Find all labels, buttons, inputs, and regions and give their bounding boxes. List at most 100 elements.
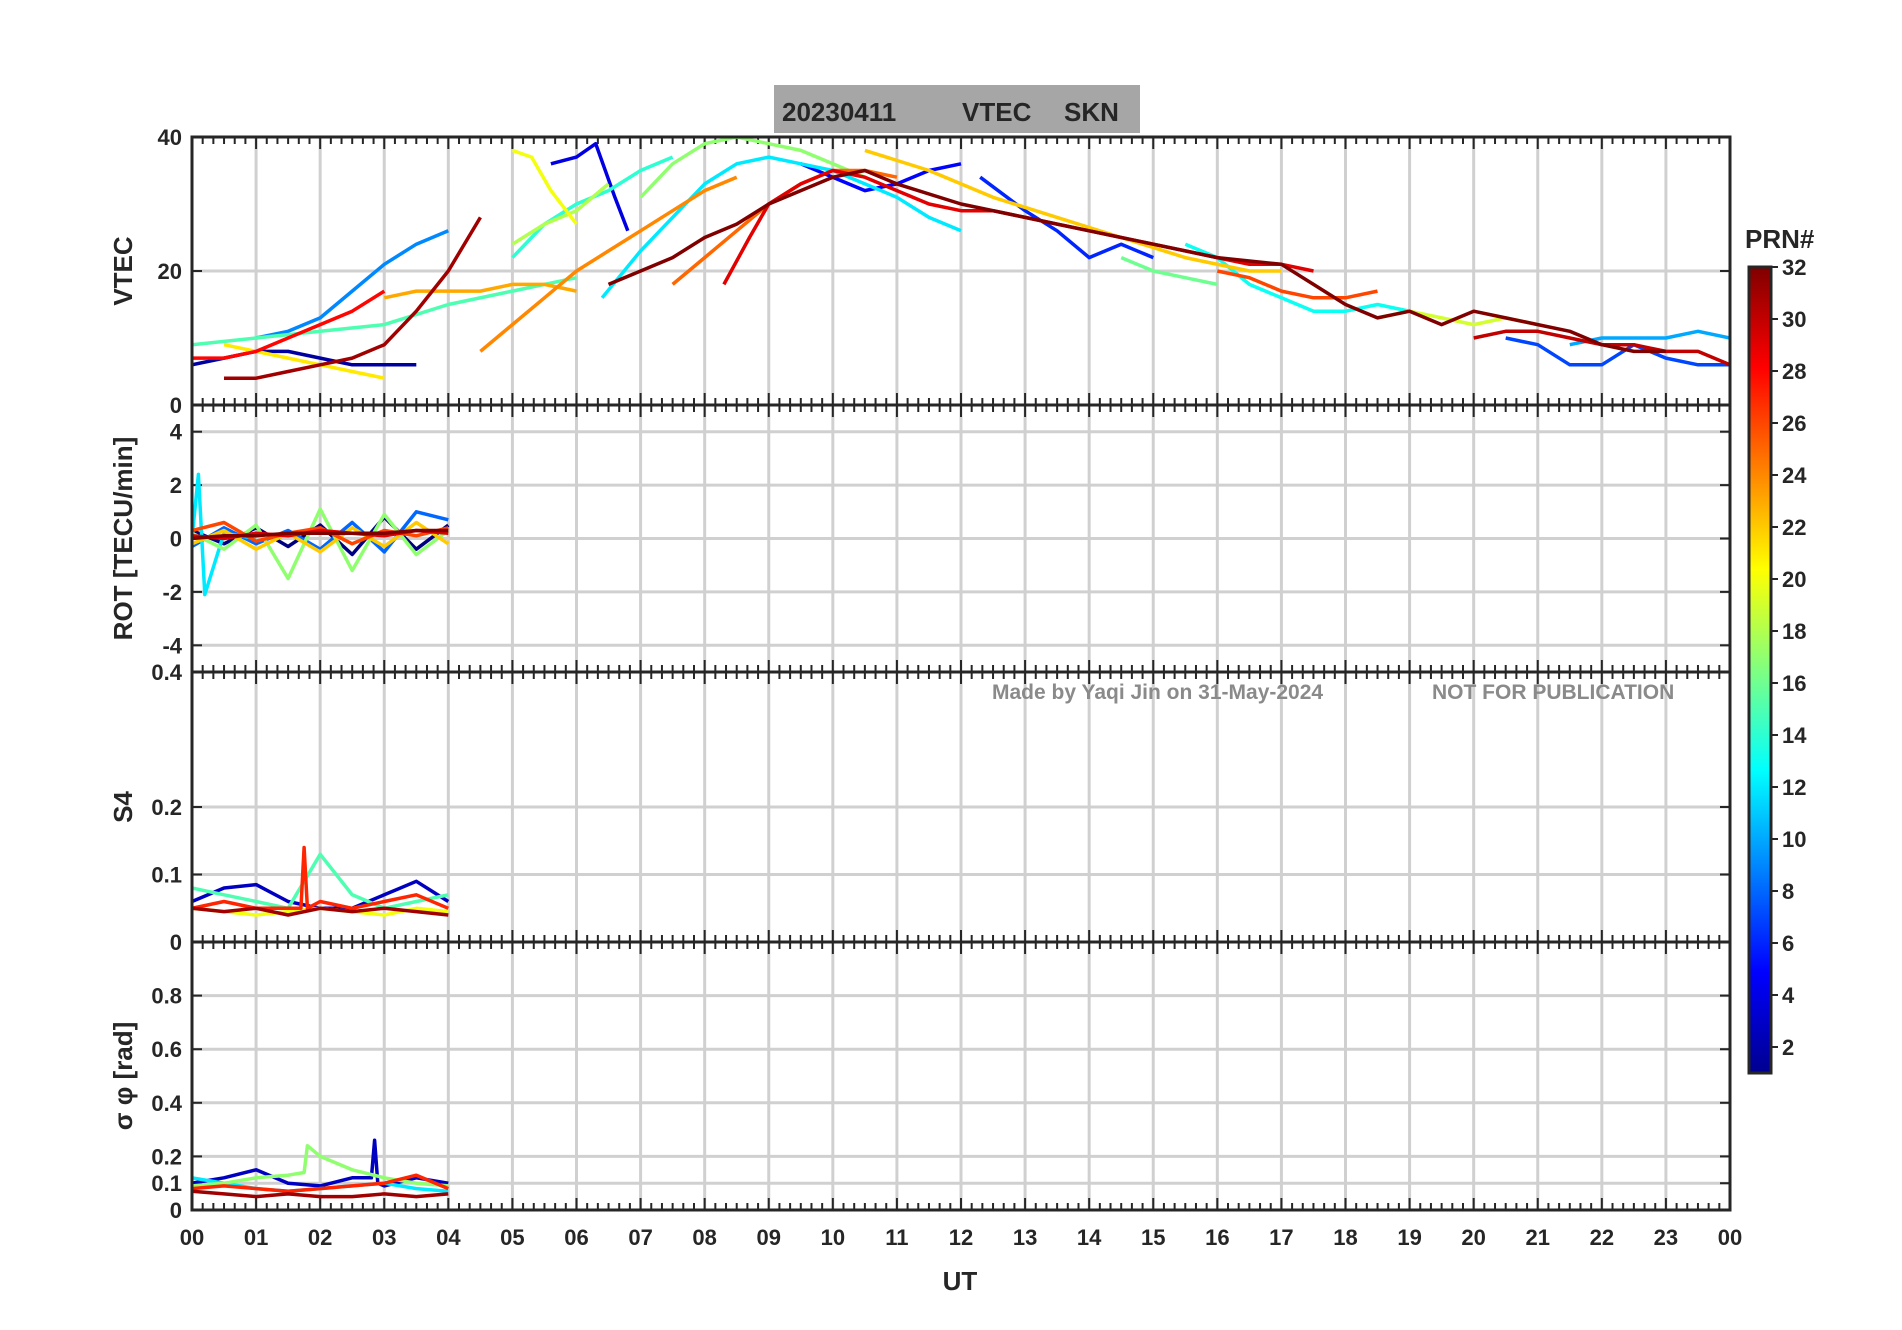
colorbar-tick-label: 18 [1782,619,1806,644]
series-line-prn-32 [192,528,449,541]
panel-s4: 0 0.1 0.2 0.4 S4 [108,660,1732,955]
series-line-prn-13 [1184,242,1410,313]
x-tick-label: 19 [1397,1225,1421,1250]
series-line-prn-4 [550,141,630,232]
panel-sigma_phi: 00.10.2 0.4 0.6 0.8 σ φ [rad] 00 01 02 03 04 05 06 0… [108,940,1742,1250]
series-line-prn-22 [864,148,1282,273]
series-line-prn-8 [192,510,449,554]
colorbar-tick-label: 2 [1782,1035,1794,1060]
series-line-prn-17 [192,507,450,581]
colorbar-gradient [1749,267,1771,1073]
colorbar-tick-label: 22 [1782,515,1806,540]
watermark: Made by Yaqi Jin on 31-May-2024 NOT FOR … [992,681,1674,704]
x-tick-label: 05 [500,1225,524,1250]
series-line-prn-12 [600,155,962,299]
y-tick-label: 2 [170,473,182,498]
series-line-prn-17 [639,137,866,199]
x-tick-label: 23 [1654,1225,1678,1250]
y-tick-label: 0 [170,930,182,955]
y-tick-label: -2 [162,580,182,605]
series-line-prn-5 [800,162,962,193]
y-tick-label: -4 [162,633,182,658]
colorbar-tick-label: 26 [1782,411,1806,436]
x-tick-label: 17 [1269,1225,1293,1250]
y-tick-label: 40 [158,125,182,150]
x-tick-label: 12 [949,1225,973,1250]
series-line-prn-15 [192,852,449,911]
series-line-prn-32 [607,168,1666,354]
x-tick-label: 16 [1205,1225,1229,1250]
colorbar-tick-label: 20 [1782,567,1806,592]
x-tick-label: 14 [1077,1225,1102,1250]
x-tick-label: 00 [1718,1225,1742,1250]
plot-frame [190,940,1732,1212]
y-tick-label: 0 [170,1198,182,1223]
title: 20230411 VTEC SKN [774,85,1140,133]
panel-vtec: 0 20 40 VTEC [108,125,1732,418]
series-group [192,137,1730,380]
y-axis-label: VTEC [108,236,138,306]
colorbar-tick-label: 28 [1782,359,1806,384]
x-tick-label: 18 [1333,1225,1357,1250]
x-tick-label: 01 [244,1225,268,1250]
title-box [774,85,1140,133]
series-line-prn-23 [383,282,577,300]
series-line-prn-16 [1120,255,1218,287]
y-tick-label: 0.4 [151,1091,182,1116]
series-line-prn-6 [979,175,1154,260]
series-group [192,845,450,917]
x-axis-label: UT [943,1266,978,1296]
watermark-notice: NOT FOR PUBLICATION [1432,681,1674,704]
y-tick-label: 0.1 [151,863,182,888]
series-group [192,472,450,597]
series-line-prn-21 [223,342,385,380]
series-line-prn-15 [192,275,577,347]
title-station: SKN [1064,97,1119,127]
y-tick-label: 0.2 [151,795,182,820]
series-line-prn-27 [192,1173,449,1193]
series-line-prn-10 [1569,329,1730,347]
colorbar-tick-label: 14 [1782,723,1807,748]
series-line-prn-20 [511,148,578,226]
watermark-author: Made by Yaqi Jin on 31-May-2024 [992,681,1323,704]
series-line-prn-7 [1505,336,1730,367]
colorbar-tick-label: 4 [1782,983,1795,1008]
series-group [192,1138,449,1199]
x-tick-label: 08 [692,1225,716,1250]
y-tick-label: 0.2 [151,1144,182,1169]
colorbar-tick-label: 32 [1782,255,1806,280]
y-axis-label: S4 [108,791,138,823]
series-line-prn-24 [479,175,738,353]
x-tick-label: 00 [180,1225,204,1250]
colorbar-tick-label: 30 [1782,307,1806,332]
y-tick-label: 0 [170,393,182,418]
y-tick-label: 0.4 [151,660,182,685]
title-date: 20230411 [782,97,896,127]
x-tick-label: 22 [1590,1225,1614,1250]
colorbar-tick-label: 24 [1782,463,1807,488]
y-tick-label: 20 [158,259,182,284]
series-line-prn-28 [192,289,386,360]
x-tick-label: 02 [308,1225,332,1250]
series-line-prn-31 [224,216,482,380]
colorbar-tick-label: 10 [1782,827,1806,852]
x-tick-label: 21 [1526,1225,1550,1250]
series-line-prn-26 [1216,269,1378,300]
colorbar-tick-label: 8 [1782,879,1794,904]
series-line-prn-31 [192,906,449,917]
x-tick-label: 15 [1141,1225,1165,1250]
y-axis-label: σ φ [rad] [108,1022,138,1131]
x-tick-label: 07 [628,1225,652,1250]
x-tick-label: 03 [372,1225,396,1250]
x-tick-label: 11 [885,1225,908,1250]
series-line-prn-18 [511,182,610,246]
y-tick-label: 4 [170,420,183,445]
series-line-prn-9 [255,229,449,340]
x-tick-label: 20 [1461,1225,1485,1250]
y-axis-label: ROT [TECU/min] [108,437,138,641]
series-line-prn-25 [671,168,898,286]
